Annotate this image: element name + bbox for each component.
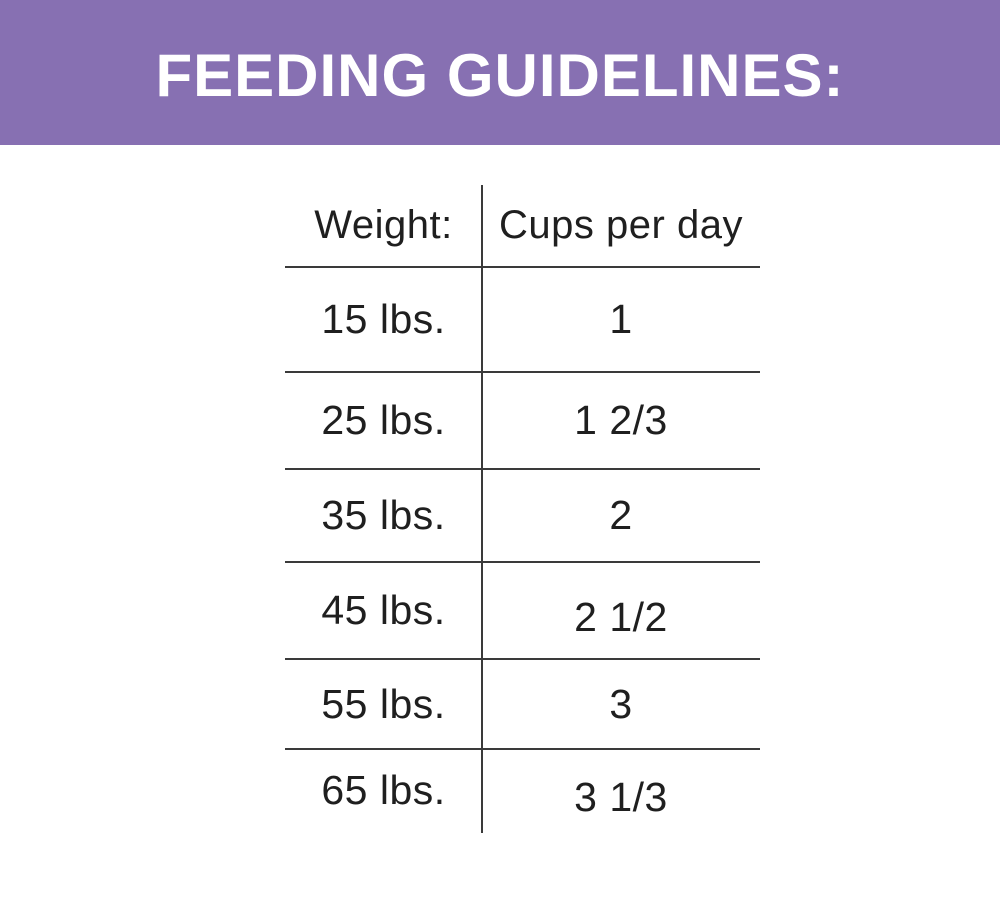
weight-cell: 15 lbs. bbox=[321, 296, 446, 342]
weight-cell: 25 lbs. bbox=[321, 397, 446, 443]
table-row: 25 lbs. 1 2/3 bbox=[285, 373, 760, 470]
weight-cell: 45 lbs. bbox=[321, 587, 446, 633]
table-row: 45 lbs. 2 1/2 bbox=[285, 563, 760, 660]
page-title: FEEDING GUIDELINES: bbox=[155, 42, 845, 109]
cups-cell: 1 bbox=[609, 296, 633, 342]
weight-cell: 35 lbs. bbox=[321, 492, 446, 538]
weight-cell: 55 lbs. bbox=[321, 680, 446, 727]
cups-cell: 2 bbox=[609, 492, 633, 538]
table-row: 15 lbs. 1 bbox=[285, 268, 760, 373]
column-header-cups-per-day: Cups per day bbox=[499, 203, 743, 247]
cups-cell: 3 1/3 bbox=[574, 774, 668, 820]
column-divider-line bbox=[481, 185, 483, 833]
table-row: 55 lbs. 3 bbox=[285, 660, 760, 750]
feeding-table: Weight: Cups per day 15 lbs. 1 25 lbs. 1… bbox=[285, 185, 760, 833]
table-header-row: Weight: Cups per day bbox=[285, 185, 760, 268]
cups-cell: 3 bbox=[609, 680, 633, 727]
table-row: 35 lbs. 2 bbox=[285, 470, 760, 563]
weight-cell: 65 lbs. bbox=[321, 767, 446, 813]
cups-cell: 1 2/3 bbox=[574, 397, 668, 443]
table-row: 65 lbs. 3 1/3 bbox=[285, 750, 760, 831]
header-band: FEEDING GUIDELINES: bbox=[0, 0, 1000, 145]
cups-cell: 2 1/2 bbox=[574, 594, 668, 640]
column-header-weight: Weight: bbox=[314, 203, 453, 247]
